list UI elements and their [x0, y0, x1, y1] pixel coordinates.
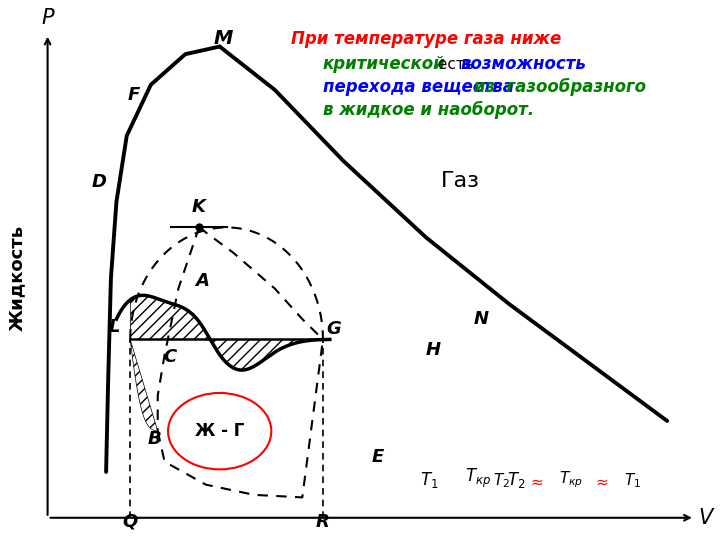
Text: $T_{кр}$: $T_{кр}$: [465, 467, 491, 490]
Text: $T_2$: $T_2$: [493, 471, 510, 490]
Text: Газ: Газ: [441, 171, 480, 191]
Text: P: P: [41, 8, 54, 28]
Text: перехода вещества: перехода вещества: [323, 78, 514, 97]
Text: Ж - Г: Ж - Г: [195, 422, 244, 440]
Text: $T_{кр}$: $T_{кр}$: [559, 469, 582, 490]
Text: C: C: [163, 348, 176, 367]
Text: возможность: возможность: [461, 56, 587, 73]
Text: H: H: [426, 341, 441, 359]
Text: G: G: [326, 320, 341, 339]
Text: E: E: [372, 448, 384, 465]
Text: Q: Q: [122, 512, 138, 530]
Text: есть: есть: [433, 57, 479, 72]
Text: $T_1$: $T_1$: [420, 470, 439, 490]
Text: D: D: [91, 173, 107, 191]
Text: R: R: [316, 512, 330, 530]
Text: N: N: [474, 310, 489, 328]
Text: K: K: [192, 198, 206, 216]
Text: B: B: [148, 430, 161, 448]
Text: Жидкость: Жидкость: [8, 225, 26, 332]
Text: ≈: ≈: [595, 475, 608, 490]
Text: V: V: [698, 508, 712, 528]
Text: При температуре газа ниже: При температуре газа ниже: [291, 30, 562, 48]
Text: A: A: [196, 272, 210, 290]
Text: F: F: [127, 86, 140, 104]
Text: в жидкое и наоборот.: в жидкое и наоборот.: [323, 101, 534, 119]
Text: критической: критической: [323, 56, 446, 73]
Text: $T_1$: $T_1$: [624, 471, 642, 490]
Text: ≈: ≈: [530, 475, 543, 490]
Text: из  газообразного: из газообразного: [467, 78, 646, 97]
Text: L: L: [109, 318, 120, 336]
Text: $T_2$: $T_2$: [506, 470, 525, 490]
Text: M: M: [213, 29, 233, 48]
